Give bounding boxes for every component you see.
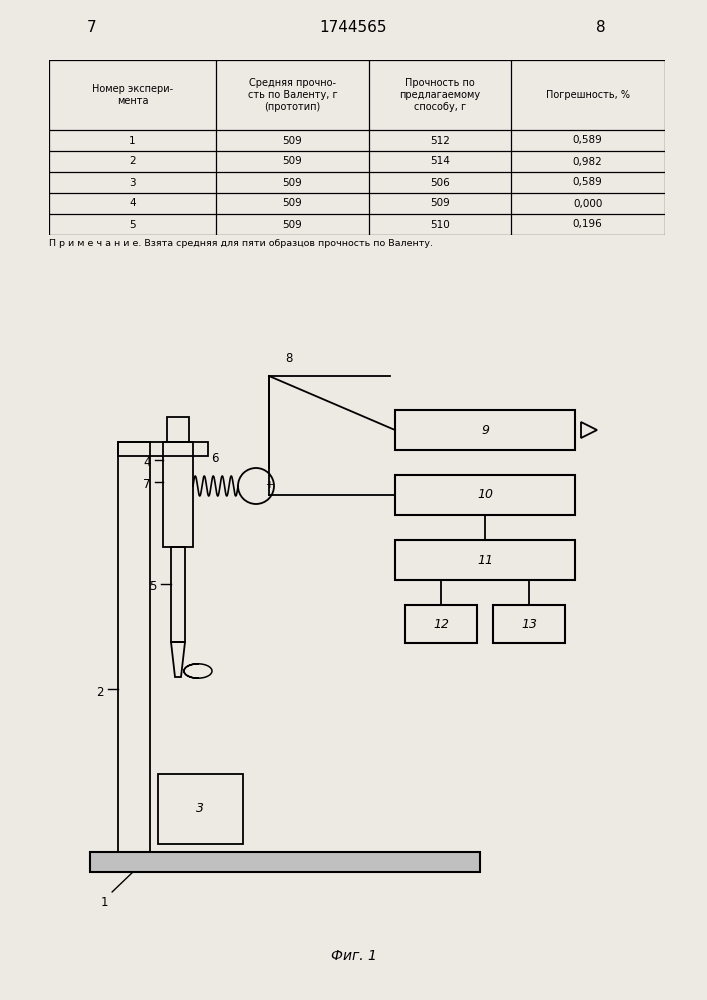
Text: 3: 3 — [129, 178, 136, 188]
Text: 2: 2 — [96, 686, 104, 698]
Text: 2: 2 — [129, 156, 136, 166]
Text: +: + — [265, 480, 273, 490]
Text: 12: 12 — [433, 617, 449, 631]
Text: 6: 6 — [211, 452, 218, 464]
Text: 8: 8 — [596, 20, 606, 35]
Bar — [171, 547, 185, 642]
Text: 509: 509 — [283, 178, 303, 188]
Text: Погрешность, %: Погрешность, % — [546, 90, 630, 100]
Text: 510: 510 — [430, 220, 450, 230]
Text: 0,982: 0,982 — [573, 156, 602, 166]
Text: 509: 509 — [283, 156, 303, 166]
Bar — [158, 774, 243, 844]
Text: 3: 3 — [196, 802, 204, 816]
Bar — [167, 417, 189, 442]
Text: 506: 506 — [430, 178, 450, 188]
Text: 509: 509 — [283, 198, 303, 209]
Text: 4: 4 — [144, 456, 151, 468]
Text: Средняя прочно-
сть по Валенту, г
(прототип): Средняя прочно- сть по Валенту, г (прото… — [247, 78, 337, 112]
Text: 7: 7 — [144, 478, 151, 490]
Bar — [395, 540, 575, 580]
Text: 1: 1 — [100, 896, 107, 908]
Text: 5: 5 — [149, 580, 157, 593]
Bar — [405, 605, 477, 643]
Text: 4: 4 — [129, 198, 136, 209]
Text: 509: 509 — [283, 135, 303, 145]
Bar — [118, 442, 208, 456]
Text: 11: 11 — [477, 554, 493, 566]
Text: 509: 509 — [283, 220, 303, 230]
Text: 509: 509 — [430, 198, 450, 209]
Bar — [90, 852, 480, 872]
Bar — [118, 442, 150, 852]
Bar — [163, 442, 193, 547]
Text: 8: 8 — [286, 352, 293, 364]
Text: П р и м е ч а н и е. Взята средняя для пяти образцов прочность по Валенту.: П р и м е ч а н и е. Взята средняя для п… — [49, 239, 433, 248]
Text: 0,196: 0,196 — [573, 220, 602, 230]
Text: 514: 514 — [430, 156, 450, 166]
Text: 9: 9 — [481, 424, 489, 436]
Text: 10: 10 — [477, 488, 493, 502]
Bar — [493, 605, 565, 643]
Text: 5: 5 — [129, 220, 136, 230]
Text: 512: 512 — [430, 135, 450, 145]
Text: 13: 13 — [521, 617, 537, 631]
Text: 7: 7 — [87, 20, 97, 35]
Text: 1744565: 1744565 — [320, 20, 387, 35]
Text: 1: 1 — [129, 135, 136, 145]
Text: 0,589: 0,589 — [573, 135, 602, 145]
Text: Прочность по
предлагаемому
способу, г: Прочность по предлагаемому способу, г — [399, 78, 481, 112]
Bar — [395, 410, 575, 450]
Text: Фиг. 1: Фиг. 1 — [331, 949, 376, 963]
Text: 0,589: 0,589 — [573, 178, 602, 188]
Text: 0,000: 0,000 — [573, 198, 602, 209]
Text: Номер экспери-
мента: Номер экспери- мента — [92, 84, 173, 106]
Bar — [395, 475, 575, 515]
